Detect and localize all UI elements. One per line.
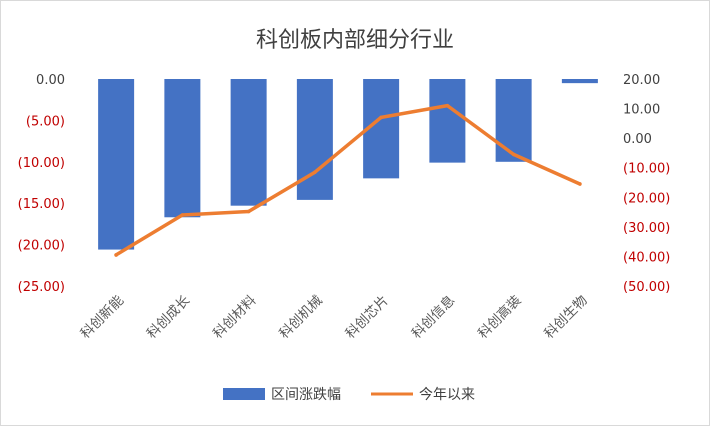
right-tick-label: (20.00) xyxy=(623,191,670,206)
category-label: 科创成长 xyxy=(144,292,194,342)
legend-swatch-bar xyxy=(223,388,265,400)
right-axis-ticks: 20.00 10.00 0.00 (10.00) (20.00) (30.00) (40.0… xyxy=(623,73,670,295)
category-label: 科创高装 xyxy=(474,292,524,342)
legend-label-line: 今年以来 xyxy=(419,387,475,403)
line-series xyxy=(114,103,582,257)
line-point xyxy=(578,182,582,186)
legend: 区间涨跌幅 今年以来 xyxy=(223,387,475,403)
left-tick-label: (20.00) xyxy=(18,239,65,254)
right-tick-label: (30.00) xyxy=(623,221,670,236)
line-point xyxy=(511,152,516,157)
left-tick-label: (15.00) xyxy=(18,197,65,212)
category-labels: 科创新能 科创成长 科创材料 科创机械 科创芯片 科创信息 科创高装 科创生物 xyxy=(77,292,590,342)
category-label: 科创新能 xyxy=(77,293,126,342)
line-point xyxy=(180,213,185,217)
bar xyxy=(230,79,267,206)
category-label: 科创材料 xyxy=(210,292,260,342)
line-point xyxy=(379,115,383,120)
category-label: 科创芯片 xyxy=(342,293,391,342)
right-tick-label: 20.00 xyxy=(623,73,660,88)
line-point xyxy=(114,253,118,257)
line-path xyxy=(114,103,582,257)
left-axis-ticks: 0.00 (5.00) (10.00) (15.00) (20.00) (25.00) xyxy=(18,73,65,295)
left-tick-label: (25.00) xyxy=(18,280,65,295)
right-tick-label: (40.00) xyxy=(623,250,670,265)
bar xyxy=(495,79,532,162)
line-point xyxy=(445,103,450,108)
right-tick-label: (50.00) xyxy=(623,280,670,295)
bar xyxy=(429,79,466,163)
bar-series xyxy=(98,79,598,250)
category-label: 科创机械 xyxy=(276,293,325,342)
category-label: 科创信息 xyxy=(408,292,458,342)
chart-title: 科创板内部细分行业 xyxy=(256,28,454,53)
legend-label-bar: 区间涨跌幅 xyxy=(271,387,341,403)
line-point xyxy=(246,209,251,214)
category-label: 科创生物 xyxy=(541,293,590,342)
right-tick-label: 10.00 xyxy=(623,103,660,118)
right-tick-label: (10.00) xyxy=(623,162,670,177)
bar xyxy=(296,79,333,200)
bar xyxy=(164,79,201,218)
left-tick-label: 0.00 xyxy=(36,73,65,88)
left-tick-label: (5.00) xyxy=(26,114,65,129)
right-tick-label: 0.00 xyxy=(623,132,652,147)
line-point xyxy=(313,170,317,174)
left-tick-label: (10.00) xyxy=(18,156,65,171)
bar xyxy=(98,79,135,250)
bar xyxy=(561,79,598,84)
